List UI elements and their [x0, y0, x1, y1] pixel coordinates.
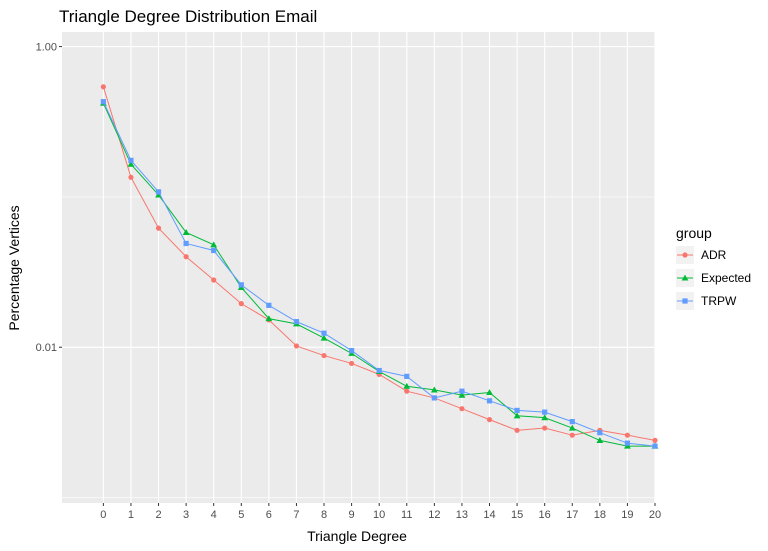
legend-item-adr: ADR [676, 246, 727, 264]
series-trpw [100, 99, 658, 449]
data-point-trpw [349, 347, 355, 354]
x-tick-label: 2 [155, 509, 161, 521]
x-axis-title: Triangle Degree [307, 528, 407, 544]
legend-key-marker [682, 252, 688, 258]
x-tick-label: 9 [349, 509, 355, 521]
data-point-adr [624, 432, 631, 438]
x-tick-label: 12 [428, 509, 440, 521]
data-point-adr [183, 254, 189, 260]
legend-key-marker [681, 274, 689, 281]
legend-label: ADR [701, 248, 727, 262]
data-point-adr [293, 343, 300, 349]
data-point-trpw [183, 240, 189, 247]
data-point-expected [320, 334, 328, 341]
plot-panel [62, 32, 655, 503]
legend-title: group [676, 225, 712, 241]
x-tick-label: 10 [373, 509, 385, 521]
legend-item-expected: Expected [676, 269, 751, 287]
data-point-expected [182, 229, 190, 236]
legend-label: Expected [701, 271, 751, 285]
data-point-trpw [376, 367, 382, 374]
x-tick-label: 14 [483, 509, 495, 521]
data-point-trpw [293, 319, 300, 325]
data-point-expected [541, 414, 549, 421]
data-point-adr [404, 388, 410, 394]
x-tick-label: 4 [211, 509, 217, 521]
data-point-trpw [128, 157, 134, 163]
data-point-adr [514, 427, 520, 433]
series-layer [99, 84, 659, 449]
legend-item-trpw: TRPW [676, 292, 737, 310]
x-tick-label: 3 [183, 509, 189, 521]
data-point-expected [513, 412, 521, 419]
x-tick-label: 8 [321, 509, 327, 521]
x-tick-label: 7 [293, 509, 299, 521]
legend: group ADR Expected TRPW [676, 225, 751, 310]
x-tick-label: 0 [100, 509, 106, 521]
x-tick-label: 11 [401, 509, 412, 521]
data-point-trpw [486, 398, 493, 404]
data-point-expected [403, 382, 411, 389]
data-point-trpw [597, 430, 603, 436]
x-tick-label: 16 [539, 509, 551, 521]
x-tick-label: 20 [649, 509, 661, 521]
x-tick-label: 6 [266, 509, 272, 521]
data-point-expected [127, 160, 135, 167]
data-point-expected [596, 436, 604, 443]
x-tick-label: 17 [566, 509, 578, 521]
data-point-adr [459, 406, 465, 412]
grid [62, 32, 656, 503]
data-point-adr [238, 301, 244, 307]
data-point-adr [155, 225, 162, 231]
data-point-adr [211, 277, 217, 283]
x-axis: 0 1 2 3 4 5 6 7 8 9 10 11 12 13 14 15 16 17 18 19 20 [100, 503, 661, 521]
data-point-trpw [624, 440, 631, 446]
data-point-trpw [100, 99, 106, 105]
data-point-trpw [211, 247, 217, 254]
y-tick-label: 1.00 [36, 42, 57, 54]
y-axis: 1.00 0.01 [36, 42, 62, 354]
y-tick-label: 0.01 [36, 342, 57, 354]
x-tick-label: 5 [238, 509, 244, 521]
data-point-trpw [266, 302, 272, 308]
data-point-adr [349, 360, 355, 367]
data-point-trpw [459, 388, 465, 394]
data-point-trpw [569, 419, 575, 425]
data-point-expected [568, 424, 576, 431]
data-point-adr [321, 352, 327, 359]
data-point-trpw [155, 189, 162, 195]
x-tick-label: 13 [456, 509, 468, 521]
data-point-trpw [321, 330, 327, 336]
data-point-adr [486, 417, 493, 423]
data-point-adr [100, 84, 106, 90]
legend-label: TRPW [701, 294, 737, 308]
y-axis-title: Percentage Vertices [6, 205, 22, 330]
data-point-trpw [514, 407, 520, 413]
data-point-adr [128, 174, 134, 180]
data-point-expected [458, 391, 466, 398]
data-point-trpw [404, 373, 410, 379]
chart-title: Triangle Degree Distribution Email [59, 7, 317, 26]
data-point-adr [652, 437, 658, 443]
data-point-expected [430, 386, 438, 393]
data-point-trpw [652, 443, 658, 449]
data-point-expected [265, 315, 273, 322]
x-tick-label: 15 [511, 509, 523, 521]
data-point-trpw [431, 395, 437, 401]
x-tick-label: 1 [128, 509, 134, 521]
x-tick-label: 19 [621, 509, 633, 521]
legend-key-marker [682, 298, 688, 304]
x-tick-label: 18 [594, 509, 606, 521]
data-point-expected [486, 389, 493, 396]
data-point-adr [569, 432, 575, 438]
data-point-expected [210, 241, 218, 248]
data-point-trpw [542, 409, 548, 415]
data-point-trpw [238, 282, 244, 288]
data-point-adr [542, 425, 548, 431]
